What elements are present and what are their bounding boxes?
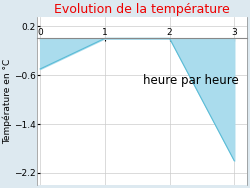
Y-axis label: Température en °C: Température en °C [3, 58, 12, 144]
Title: Evolution de la température: Evolution de la température [54, 3, 230, 16]
Text: heure par heure: heure par heure [142, 74, 238, 87]
